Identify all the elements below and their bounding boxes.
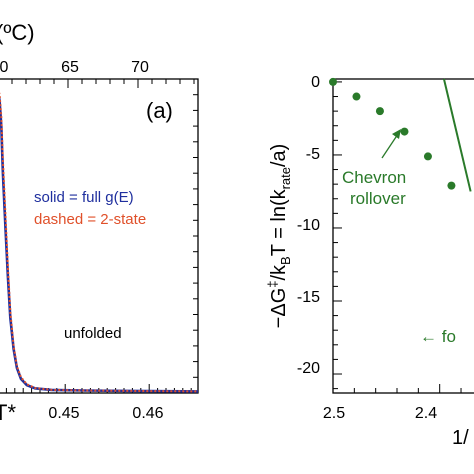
data-point — [423, 152, 432, 161]
svg-text:−ΔG‡/kBT = ln(krate/a): −ΔG‡/kBT = ln(krate/a) — [265, 144, 293, 329]
top-tick-label-2: 70 — [131, 59, 149, 76]
folding-arrow-label: ← fo — [420, 327, 456, 346]
unfolded-label: unfolded — [64, 325, 122, 342]
chevron-arrow-head — [392, 129, 401, 139]
bottom-tick-label-0: 0.45 — [48, 405, 79, 422]
data-point — [329, 77, 337, 86]
left-series-group — [0, 92, 199, 393]
top-axis-label: (ºC) — [0, 20, 35, 45]
left-axis-ticks — [5, 78, 198, 394]
ylabel-part-a: −ΔG — [268, 288, 290, 329]
right-panel: −ΔG‡/kBT = ln(krate/a) 0 -5 -10 -15 -20 … — [265, 74, 474, 449]
y-axis-label: −ΔG‡/kBT = ln(krate/a) — [265, 144, 293, 329]
fit-line — [442, 78, 472, 192]
bottom-axis-label: T* — [0, 400, 16, 425]
x-tick-label-1: 2.4 — [415, 405, 437, 422]
right-plot-frame — [332, 78, 474, 394]
data-point — [447, 181, 456, 190]
ylabel-part-d: B — [278, 256, 293, 265]
right-axis-ticks — [332, 81, 462, 393]
ylabel-part-b: ‡ — [265, 281, 280, 288]
x-tick-label-0: 2.5 — [323, 405, 345, 422]
data-point — [352, 92, 361, 101]
bottom-tick-label-1: 0.46 — [132, 405, 163, 422]
ylabel-part-g: /a) — [268, 144, 290, 167]
top-tick-label-1: 65 — [61, 59, 79, 76]
y-tick-label-4: -20 — [297, 360, 320, 377]
series-line-2-state — [0, 92, 199, 393]
data-point — [400, 127, 409, 136]
chevron-label-line2: rollover — [350, 189, 406, 208]
ylabel-part-e: T = ln(k — [268, 188, 290, 256]
chevron-label-line1: Chevron — [342, 168, 406, 187]
panel-label: (a) — [146, 98, 173, 123]
left-plot-frame — [0, 78, 199, 394]
legend-solid-text: solid = full g(E) — [34, 189, 134, 206]
y-tick-label-0: 0 — [311, 74, 320, 91]
y-tick-label-1: -5 — [306, 146, 320, 163]
ylabel-part-c: /k — [268, 264, 290, 281]
right-series-group — [329, 77, 472, 192]
data-point — [375, 107, 384, 116]
y-tick-label-3: -15 — [297, 289, 320, 306]
y-tick-label-2: -10 — [297, 217, 320, 234]
left-panel: (ºC) 0 65 70 (a) solid = full g(E) dashe… — [0, 20, 199, 425]
top-tick-label-0: 0 — [0, 59, 9, 76]
x-axis-label: 1/ — [452, 427, 469, 449]
series-line-full-gE — [0, 95, 199, 393]
ylabel-part-f: rate — [278, 167, 293, 189]
chevron-arrow-shaft — [381, 133, 399, 159]
legend-dashed-text: dashed = 2-state — [34, 211, 146, 228]
